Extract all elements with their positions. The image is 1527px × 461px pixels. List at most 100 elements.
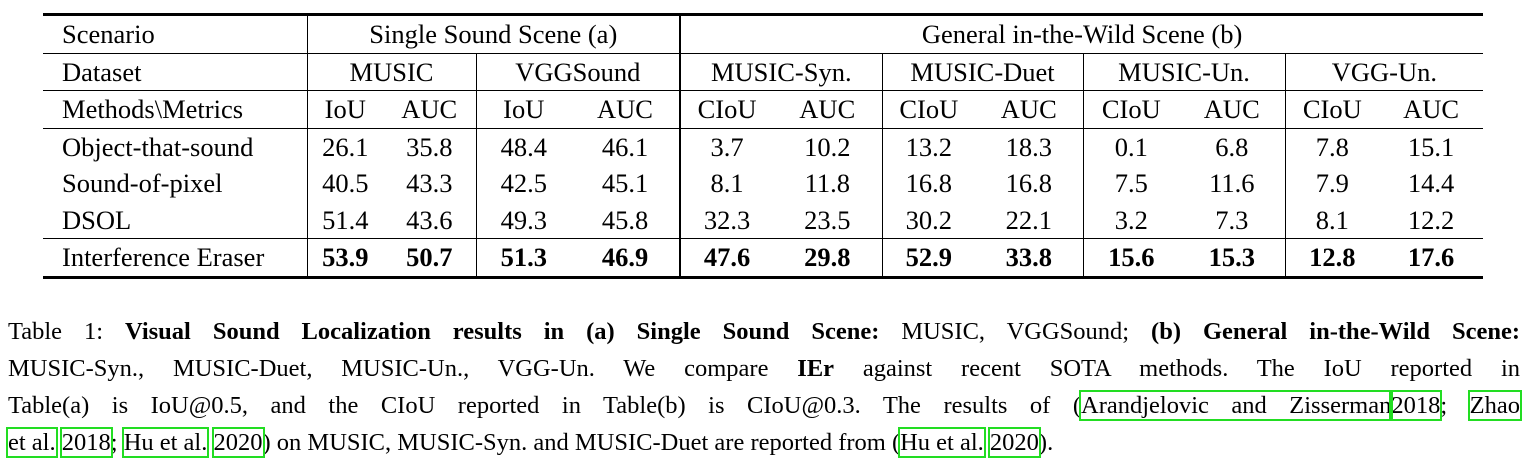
method-name: Sound-of-pixel (62, 168, 223, 198)
citation-year-link[interactable]: 2020 (211, 427, 265, 458)
group-a-header: Single Sound Scene (a) (306, 13, 681, 53)
citation-link[interactable]: Zhao (1467, 390, 1523, 421)
metric-value: 15.6 (1082, 238, 1180, 279)
caption-ier: IEr (797, 355, 835, 382)
caption-line-4: et al. 2018; Hu et al. 2020) on MUSIC, M… (6, 424, 1520, 461)
metric-value: 8.1 (1284, 201, 1380, 239)
group-b-header: General in-the-Wild Scene (b) (679, 13, 1484, 53)
metric-value: 0.1 (1082, 127, 1180, 165)
metric-header: CIoU (881, 90, 976, 128)
caption-separator: ; (1440, 392, 1470, 419)
metric-header: CIoU (1082, 90, 1180, 128)
metric-value: 15.3 (1179, 238, 1286, 279)
metric-value: 11.6 (1209, 168, 1255, 198)
table-row: Interference Eraser 53.9 50.7 51.3 46.9 47.6 2… (43, 238, 1484, 279)
caption-text: Table(a) is IoU@0.5, and the CIoU report… (8, 392, 1081, 419)
metrics-row: Methods\Metrics IoU AUC IoU AUC CIoU AUC… (43, 90, 1484, 128)
method-name: DSOL (62, 204, 132, 235)
metric-value: 42.5 (475, 165, 571, 202)
citation-year-link[interactable]: 2020 (987, 427, 1041, 458)
caption-line-3: Table(a) is IoU@0.5, and the CIoU report… (8, 387, 1523, 424)
table-row: Object-that-sound 26.1 35.8 48.4 46.1 3.7 10.2… (43, 127, 1484, 165)
caption-separator: ; (110, 429, 124, 456)
results-table: Scenario Single Sound Scene (a) General … (43, 13, 1484, 279)
metric-value: 17.6 (1379, 238, 1484, 279)
metric-value: 43.6 (406, 204, 453, 235)
metric-header: IoU (306, 90, 383, 128)
metric-value: 7.3 (1215, 204, 1249, 235)
caption-text: ). (1038, 429, 1054, 456)
metric-value: 45.8 (601, 204, 649, 235)
citation-year-link[interactable]: 2018 (1389, 390, 1443, 421)
metric-header: CIoU (1284, 90, 1380, 128)
metric-value: 26.1 (306, 127, 383, 165)
metric-value: 7.9 (1284, 165, 1380, 202)
metric-value: 6.8 (1179, 127, 1286, 165)
caption-text: MUSIC, VGGSound; (879, 318, 1152, 345)
metric-value: 45.1 (601, 168, 649, 198)
metric-value: 13.2 (881, 127, 976, 165)
metric-value: 12.2 (1407, 204, 1455, 235)
caption-line-1: Table 1: Visual Sound Localization resul… (8, 313, 1520, 350)
metric-value: 51.4 (306, 201, 383, 239)
caption-title-a: Visual Sound Localization results in (a)… (125, 318, 880, 345)
metric-value: 51.3 (475, 238, 571, 279)
metric-value: 40.5 (306, 165, 383, 202)
metric-value: 16.8 (881, 165, 976, 202)
metric-value: 8.1 (679, 165, 774, 202)
metric-value: 12.8 (1284, 238, 1380, 279)
citation-link[interactable]: Arandjelovic and Zisserman (1078, 390, 1394, 421)
dataset-header: MUSIC-Duet (881, 52, 1084, 91)
metric-header: CIoU (679, 90, 774, 128)
metric-value: 35.8 (383, 127, 476, 165)
metric-value: 18.3 (975, 127, 1084, 165)
scenario-label: Scenario (43, 13, 307, 53)
metric-header: AUC (1179, 90, 1286, 128)
caption-title-b: (b) General in-the-Wild Scene: (1151, 318, 1520, 345)
metric-value: 15.1 (1379, 127, 1484, 165)
metric-value: 46.1 (571, 127, 681, 165)
metric-value: 53.9 (306, 238, 383, 279)
metric-value: 23.5 (804, 204, 851, 235)
metric-header: AUC (773, 90, 883, 128)
caption-text: against recent SOTA methods. The IoU rep… (834, 355, 1520, 382)
caption-lead: Table 1: (8, 318, 126, 345)
citation-link[interactable]: Hu et al. (898, 427, 986, 458)
metric-value: 30.2 (881, 201, 976, 239)
metric-value: 32.3 (679, 201, 774, 239)
metric-value: 46.9 (571, 238, 681, 279)
caption-text: ) on MUSIC, MUSIC-Syn. and MUSIC-Duet ar… (262, 429, 901, 456)
dataset-header: VGGSound (475, 52, 681, 91)
table-row: DSOL 51.4 43.6 49.3 45.8 32.3 23.5 30.2 22.1 3.2 7… (43, 201, 1483, 239)
metric-value: 7.8 (1284, 127, 1380, 165)
citation-link[interactable]: Hu et al. (121, 427, 210, 458)
metric-value: 49.3 (475, 201, 571, 239)
metric-value: 33.8 (975, 238, 1084, 279)
metric-value: 10.2 (773, 127, 883, 165)
metric-value: 50.7 (383, 238, 476, 279)
method-name: Interference Eraser (43, 238, 307, 279)
metric-value: 3.2 (1082, 201, 1180, 239)
method-name: Object-that-sound (43, 127, 307, 165)
metric-header: AUC (383, 90, 476, 128)
caption-text: MUSIC-Syn., MUSIC-Duet, MUSIC-Un., VGG-U… (8, 355, 798, 382)
dataset-header: VGG-Un. (1284, 52, 1484, 91)
metric-value: 48.4 (475, 127, 571, 165)
dataset-header: MUSIC-Syn. (679, 52, 883, 91)
metric-value: 47.6 (679, 238, 774, 279)
citation-link[interactable]: et al. (6, 427, 58, 458)
dataset-header: MUSIC (306, 52, 476, 91)
metric-value: 11.8 (804, 168, 850, 198)
table-row: Sound-of-pixel 40.5 43.3 42.5 45.1 8.1 11.8 16.… (43, 165, 1483, 202)
metric-value: 14.4 (1407, 168, 1455, 198)
dataset-label: Dataset (43, 52, 307, 91)
metric-value: 29.8 (773, 238, 883, 279)
methods-metrics-label: Methods\Metrics (43, 90, 307, 128)
citation-year-link[interactable]: 2018 (59, 427, 113, 458)
scenario-row: Scenario Single Sound Scene (a) General … (43, 13, 1484, 53)
metric-value: 52.9 (881, 238, 976, 279)
dataset-header: MUSIC-Un. (1082, 52, 1286, 91)
metric-value: 43.3 (406, 168, 453, 198)
dataset-row: Dataset MUSIC VGGSound MUSIC-Syn. MUSIC-… (43, 52, 1484, 91)
metric-header: AUC (1379, 90, 1484, 128)
